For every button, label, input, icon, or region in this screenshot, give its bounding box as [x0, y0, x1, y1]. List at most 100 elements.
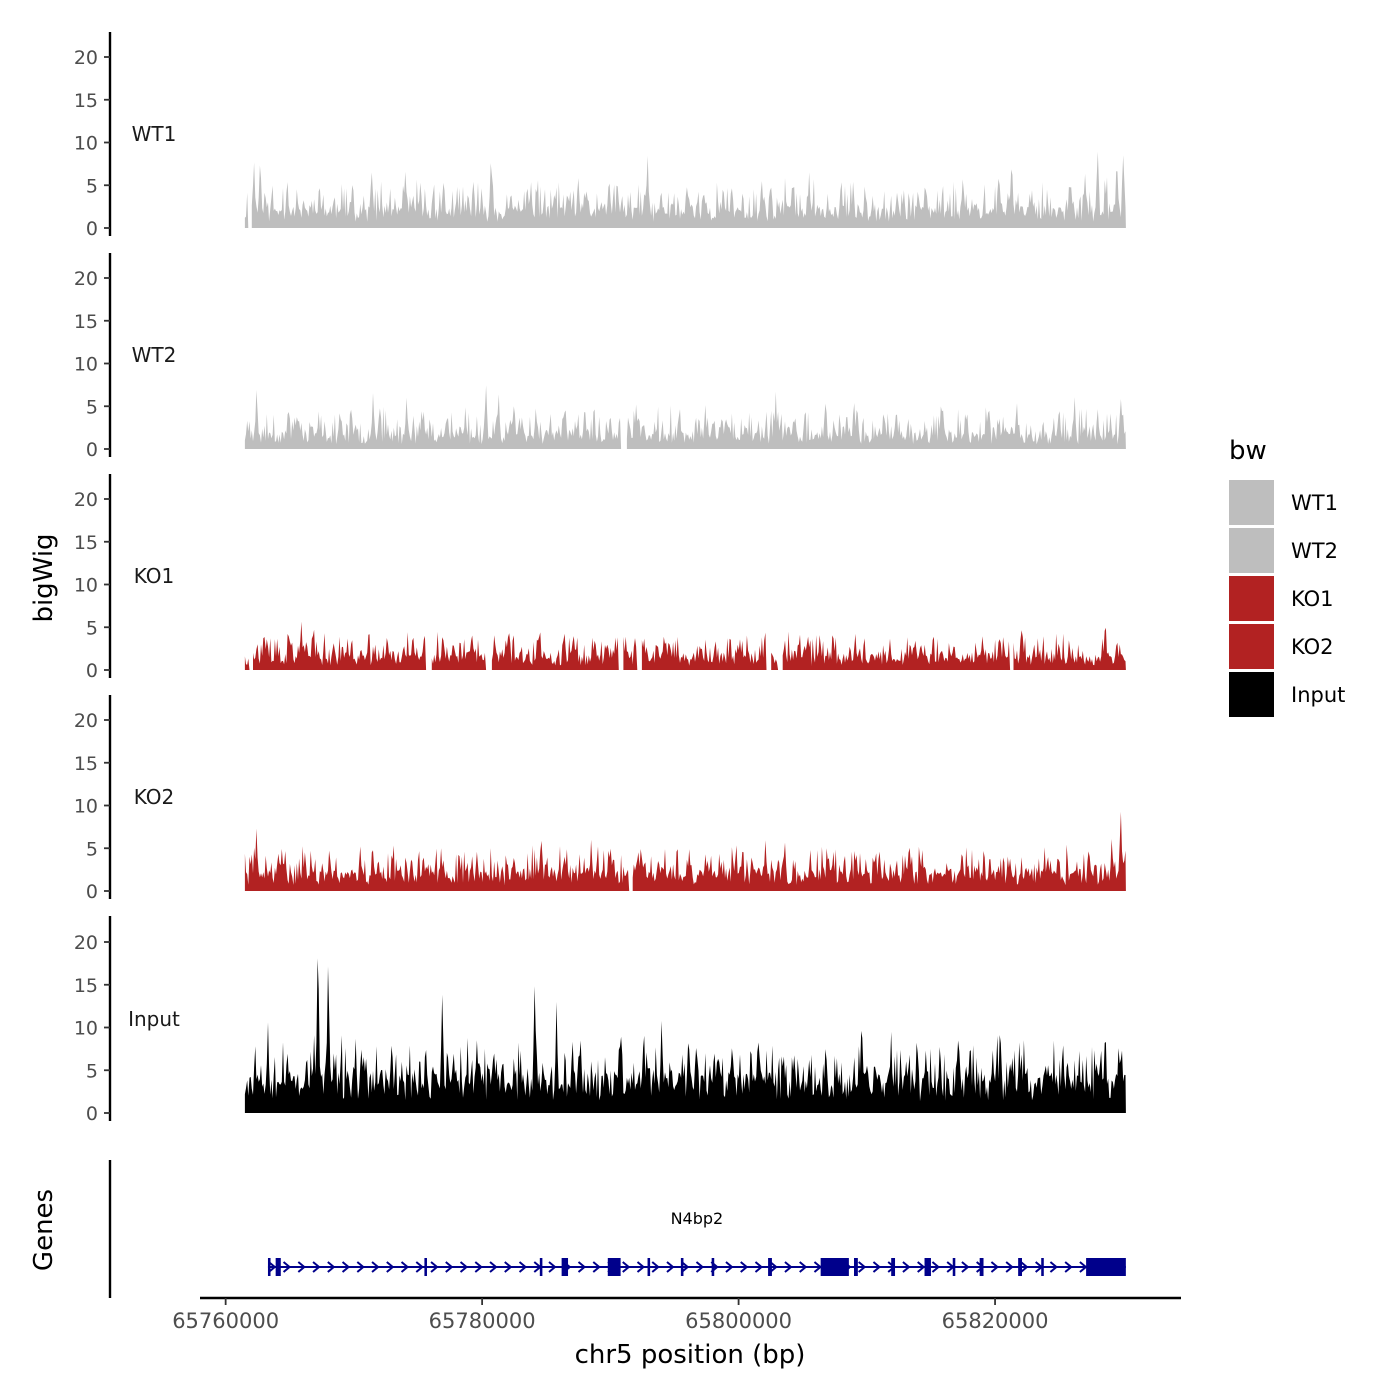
y-tick-label: 10 [74, 1018, 98, 1040]
strand-arrow [784, 1261, 793, 1273]
legend-swatch-ko1 [1229, 576, 1274, 621]
legend-label-input: Input [1291, 683, 1345, 707]
gene-exon [891, 1258, 896, 1276]
legend-title: bw [1229, 436, 1267, 466]
track-wt1: 0 5 10 15 20 WT1 [74, 32, 1126, 240]
strand-arrow [858, 1261, 867, 1273]
strand-arrow [489, 1261, 498, 1273]
x-axis-title: chr5 position (bp) [575, 1340, 806, 1370]
strand-arrow [400, 1261, 410, 1273]
strand-arrow [1005, 1261, 1014, 1273]
gene-exon [820, 1258, 849, 1276]
gene-exon [424, 1258, 427, 1276]
gene-exon [539, 1258, 543, 1276]
gene-exon [711, 1258, 715, 1276]
strand-arrow [622, 1261, 631, 1273]
strand-arrow [504, 1261, 513, 1273]
strand-arrow [636, 1261, 646, 1273]
strand-arrow [312, 1261, 321, 1273]
strand-arrow [813, 1261, 823, 1273]
gene-exon [1018, 1258, 1022, 1276]
strand-arrow [725, 1261, 734, 1273]
legend-swatch-ko2 [1229, 624, 1274, 669]
y-tick-label: 10 [74, 796, 98, 818]
strand-arrow [769, 1261, 778, 1273]
y-tick-label: 0 [86, 1103, 98, 1125]
y-tick-label: 0 [86, 439, 98, 461]
strand-arrow [548, 1261, 557, 1273]
y-tick-label: 5 [86, 1060, 98, 1082]
legend: bw WT1 WT2 KO1 KO2 Input [1229, 436, 1345, 717]
legend-swatch-input [1229, 672, 1274, 717]
legend-label-wt1: WT1 [1291, 491, 1338, 515]
genes-track: N4bp2 [108, 1160, 1126, 1298]
y-tick-label: 5 [86, 175, 98, 197]
strand-arrow [445, 1261, 454, 1273]
strand-arrow [931, 1261, 940, 1273]
strand-arrow [681, 1261, 690, 1273]
track-label: Input [128, 1007, 180, 1031]
coverage-area-input [244, 958, 1126, 1113]
y-axis-title: bigWig [29, 533, 59, 622]
strand-arrow [1079, 1261, 1088, 1273]
y-tick-label: 5 [86, 617, 98, 639]
strand-arrow [961, 1261, 970, 1273]
strand-arrow [297, 1261, 306, 1273]
y-tick-label: 0 [86, 881, 98, 903]
strand-arrow [799, 1261, 808, 1273]
strand-arrow [327, 1261, 336, 1273]
gene-exon [1086, 1258, 1126, 1276]
strand-arrow [577, 1261, 587, 1273]
y-tick-label: 15 [74, 532, 98, 554]
strand-arrow [666, 1261, 675, 1273]
strand-arrow [474, 1261, 483, 1273]
gene-exon [275, 1258, 281, 1276]
x-tick-label: 65800000 [685, 1309, 792, 1333]
coverage-area-wt2 [244, 385, 1126, 449]
coverage-area-ko1 [244, 621, 1126, 670]
coverage-area-ko2 [244, 811, 1126, 891]
strand-arrow [651, 1261, 660, 1273]
strand-arrow [592, 1261, 601, 1273]
strand-arrow [268, 1261, 277, 1273]
track-label: WT2 [132, 343, 177, 367]
x-axis: 65760000 65780000 65800000 65820000 [172, 1296, 1181, 1333]
strand-arrow [282, 1261, 292, 1273]
x-tick-label: 65760000 [172, 1309, 279, 1333]
y-tick-label: 15 [74, 753, 98, 775]
y-tick-label: 15 [74, 90, 98, 112]
strand-arrow [1064, 1261, 1073, 1273]
y-tick-label: 20 [74, 489, 98, 511]
gene-exon [647, 1258, 651, 1276]
strand-arrow [371, 1261, 380, 1273]
gene-exon [768, 1258, 772, 1276]
y-tick-label: 0 [86, 218, 98, 240]
y-tick-label: 5 [86, 838, 98, 860]
track-label: WT1 [132, 122, 177, 146]
legend-swatch-wt1 [1229, 480, 1274, 525]
strand-arrow [917, 1261, 926, 1273]
strand-arrow [415, 1261, 424, 1273]
strand-arrow [356, 1261, 365, 1273]
track-label: KO2 [134, 785, 175, 809]
x-tick-label: 65780000 [429, 1309, 536, 1333]
track-ko1: 0 5 10 15 20 KO1 [74, 474, 1126, 682]
gene-exon [924, 1258, 931, 1276]
strand-arrow [695, 1261, 705, 1273]
genes-track-title: Genes [29, 1189, 59, 1271]
strand-arrow [990, 1261, 999, 1273]
legend-swatch-wt2 [1229, 528, 1274, 573]
x-tick-label: 65820000 [942, 1309, 1049, 1333]
track-wt2: 0 5 10 15 20 WT2 [74, 253, 1126, 461]
legend-label-ko1: KO1 [1291, 587, 1334, 611]
strand-arrow [754, 1261, 764, 1273]
y-tick-label: 10 [74, 354, 98, 376]
legend-label-ko2: KO2 [1291, 635, 1334, 659]
strand-arrow [518, 1261, 528, 1273]
y-tick-label: 20 [74, 47, 98, 69]
strand-arrow [430, 1261, 439, 1273]
strand-arrow [1049, 1261, 1058, 1273]
gene-exon [607, 1258, 621, 1276]
track-label: KO1 [134, 564, 175, 588]
